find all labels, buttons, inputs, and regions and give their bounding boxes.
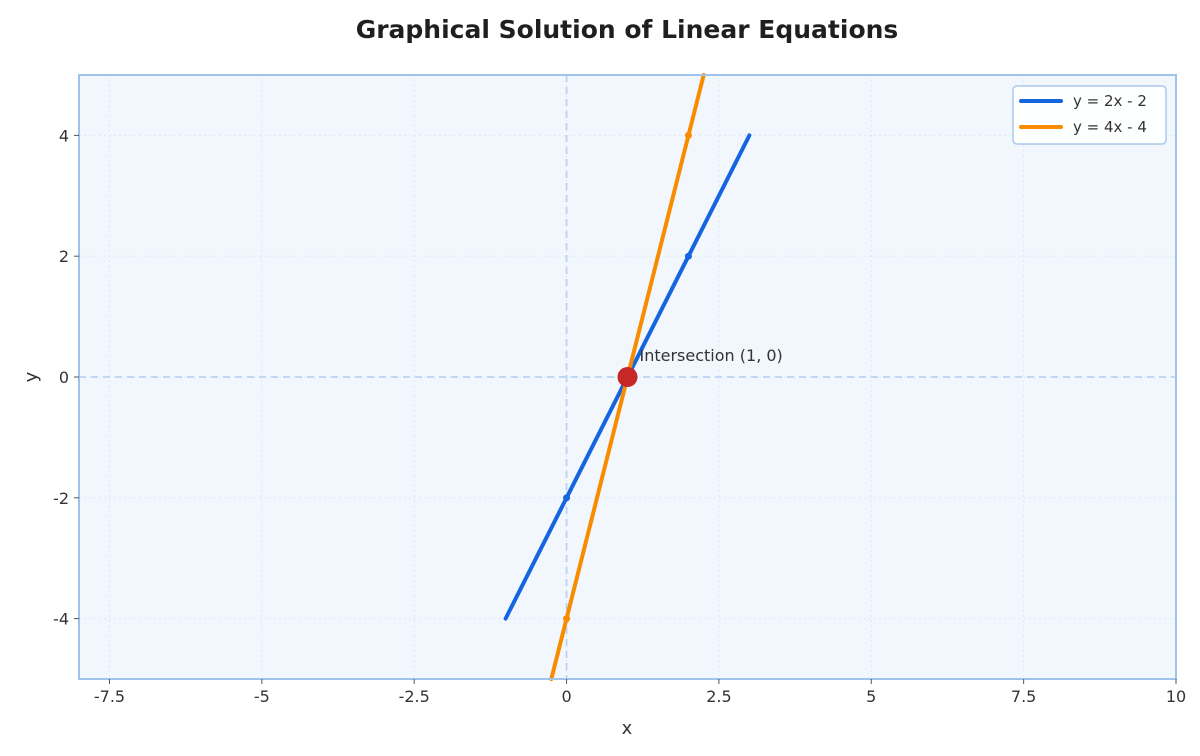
x-tick-label: -7.5 bbox=[94, 687, 125, 706]
y-tick-label: 0 bbox=[59, 368, 69, 387]
zero-lines bbox=[79, 75, 1176, 679]
y-tick-label: 2 bbox=[59, 247, 69, 266]
intersection-layer: Intersection (1, 0) bbox=[617, 346, 783, 387]
y-tick-label: -4 bbox=[53, 610, 69, 629]
x-tick-label: 0 bbox=[561, 687, 571, 706]
x-tick-label: 7.5 bbox=[1011, 687, 1036, 706]
y-ticks: -4 -2 0 2 4 bbox=[53, 126, 79, 629]
series-point-2 bbox=[563, 615, 571, 623]
legend-label-1: y = 2x - 2 bbox=[1073, 92, 1147, 110]
x-tick-label: 10 bbox=[1166, 687, 1186, 706]
legend-label-2: y = 4x - 4 bbox=[1073, 118, 1147, 136]
legend-entries: y = 2x - 2 y = 4x - 4 bbox=[1019, 92, 1147, 136]
x-ticks: -7.5 -5 -2.5 0 2.5 5 7.5 10 bbox=[94, 679, 1186, 706]
series-point-1 bbox=[684, 252, 692, 260]
x-tick-label: -2.5 bbox=[399, 687, 430, 706]
y-tick-label: 4 bbox=[59, 126, 69, 145]
x-tick-label: 5 bbox=[866, 687, 876, 706]
y-tick-label: -2 bbox=[53, 489, 69, 508]
x-tick-label: 2.5 bbox=[706, 687, 731, 706]
chart-title: Graphical Solution of Linear Equations bbox=[356, 15, 899, 44]
legend: y = 2x - 2 y = 4x - 4 bbox=[1012, 85, 1167, 145]
intersection-point bbox=[617, 367, 638, 387]
series-point-2 bbox=[684, 131, 692, 139]
y-axis-label: y bbox=[21, 371, 42, 382]
x-tick-label: -5 bbox=[254, 687, 270, 706]
series-point-1 bbox=[563, 494, 571, 502]
intersection-label: Intersection (1, 0) bbox=[640, 346, 783, 365]
x-axis-label: x bbox=[622, 718, 633, 739]
